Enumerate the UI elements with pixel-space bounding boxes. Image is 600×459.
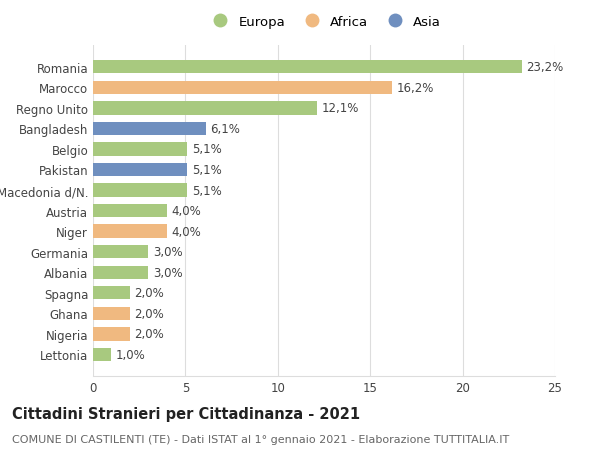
Bar (93, 246, 148, 259)
Text: 3,0%: 3,0% (153, 246, 182, 258)
Text: COMUNE DI CASTILENTI (TE) - Dati ISTAT al 1° gennaio 2021 - Elaborazione TUTTITA: COMUNE DI CASTILENTI (TE) - Dati ISTAT a… (12, 434, 509, 444)
Text: 4,0%: 4,0% (172, 225, 201, 238)
Text: 3,0%: 3,0% (153, 266, 182, 279)
Bar (93, 348, 112, 361)
Bar (93, 328, 130, 341)
Bar (93, 225, 167, 238)
Text: 2,0%: 2,0% (134, 307, 164, 320)
Bar (93, 163, 187, 177)
Bar (93, 102, 317, 115)
Text: Cittadini Stranieri per Cittadinanza - 2021: Cittadini Stranieri per Cittadinanza - 2… (12, 406, 360, 421)
Bar (93, 61, 522, 74)
Text: 23,2%: 23,2% (526, 61, 563, 74)
Text: 5,1%: 5,1% (192, 143, 221, 156)
Text: 5,1%: 5,1% (192, 184, 221, 197)
Bar (93, 266, 148, 280)
Text: 2,0%: 2,0% (134, 328, 164, 341)
Bar (93, 286, 130, 300)
Bar (93, 307, 130, 320)
Text: 2,0%: 2,0% (134, 287, 164, 300)
Text: 1,0%: 1,0% (116, 348, 146, 361)
Bar (93, 143, 187, 156)
Bar (93, 81, 392, 95)
Text: 16,2%: 16,2% (397, 82, 434, 95)
Legend: Europa, Africa, Asia: Europa, Africa, Asia (203, 12, 445, 33)
Text: 5,1%: 5,1% (192, 164, 221, 177)
Text: 12,1%: 12,1% (321, 102, 359, 115)
Text: 6,1%: 6,1% (211, 123, 240, 135)
Text: 4,0%: 4,0% (172, 205, 201, 218)
Bar (93, 184, 187, 197)
Bar (93, 123, 206, 136)
Bar (93, 204, 167, 218)
